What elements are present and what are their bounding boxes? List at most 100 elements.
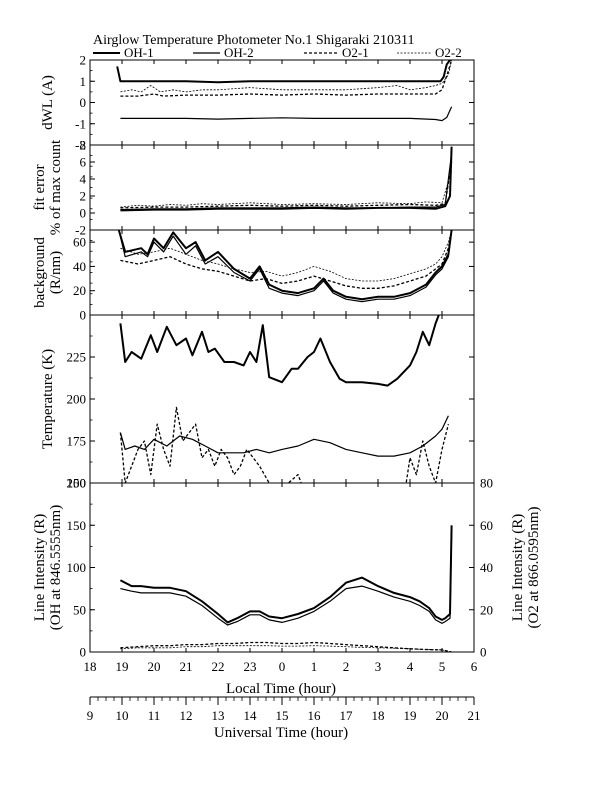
local-tick-label-23: 23 <box>244 659 257 674</box>
local-tick-label-3: 3 <box>375 659 382 674</box>
legend: OH-1 OH-2 O2-1 O2-2 <box>93 45 462 60</box>
y2-tick-label-20: 20 <box>480 602 493 617</box>
panel-frame <box>89 314 475 484</box>
series-o2-2 <box>120 170 452 208</box>
local-tick-label-0: 0 <box>279 659 286 674</box>
y-axis-title-line: background <box>32 237 48 308</box>
series-oh-1 <box>117 230 453 301</box>
y-tick-label-2: -2 <box>75 138 86 153</box>
y-tick-label-2: 2 <box>80 189 87 204</box>
series-group <box>117 230 453 303</box>
universal-tick-label-14: 14 <box>244 708 258 723</box>
y-tick-label-0: 0 <box>80 95 87 110</box>
y-tick-label-225: 225 <box>67 350 87 365</box>
y-tick-label-2: 2 <box>80 53 87 68</box>
panel-3: 60 40 20 0 background(R/nm) <box>32 229 475 323</box>
legend-label-oh-1: OH-1 <box>124 45 154 60</box>
y-axis-title: Temperature (K) <box>40 349 56 449</box>
series-group <box>119 315 450 483</box>
series-oh-2 <box>120 153 453 211</box>
y-axis-title: Line Intensity (R)(OH at 846.5555nm) <box>32 505 64 630</box>
panel-frame <box>89 229 475 316</box>
universal-tick-label-11: 11 <box>148 708 161 723</box>
y-axis-title: dWL (A) <box>40 75 56 130</box>
y-axis-title-line: fit error <box>32 164 48 210</box>
local-time-axis-title: Local Time (hour) <box>226 681 336 697</box>
y-tick-label-1: 1 <box>80 74 87 89</box>
universal-tick-label-18: 18 <box>372 708 385 723</box>
y-tick-label-0: 0 <box>80 645 87 660</box>
y2-tick-label-60: 60 <box>480 518 493 533</box>
y2-tick-label-40: 40 <box>480 560 493 575</box>
legend-label-o2-2: O2-2 <box>435 45 462 60</box>
panel-frame <box>89 144 475 231</box>
title-layer: Airglow Temperature Photometer No.1 Shig… <box>93 33 414 48</box>
y-axis-title-line: dWL (A) <box>40 75 56 130</box>
local-tick-label-6: 6 <box>471 659 478 674</box>
y-tick-label-50: 50 <box>73 602 86 617</box>
y-tick-label-100: 100 <box>67 560 87 575</box>
y-axis-title-line: (OH at 846.5555nm) <box>48 505 64 630</box>
y2-axis-title: Line Intensity (R)(O2 at 866.0595nm) <box>510 506 542 628</box>
universal-tick-label-21: 21 <box>468 708 481 723</box>
local-tick-label-18: 18 <box>84 659 97 674</box>
y-tick-label-150: 150 <box>67 476 87 491</box>
series-o2-1 <box>120 641 452 652</box>
local-tick-label-19: 19 <box>116 659 129 674</box>
panel-1: 2 1 0 -1 -2 dWL (A) <box>40 53 475 153</box>
y-axis-title-line: Line Intensity (R) <box>32 514 48 621</box>
series-oh-1 <box>116 60 452 84</box>
y-axis-title: background(R/nm) <box>32 237 64 308</box>
y-tick-label-0: 0 <box>80 206 87 221</box>
series-o2-1 <box>119 406 450 483</box>
universal-tick-label-13: 13 <box>212 708 225 723</box>
y-tick-label-20: 20 <box>73 283 86 298</box>
local-tick-label-22: 22 <box>212 659 225 674</box>
local-tick-label-2: 2 <box>343 659 350 674</box>
universal-tick-label-17: 17 <box>340 708 354 723</box>
series-oh-2 <box>120 533 453 626</box>
y-tick-label-4: 4 <box>80 172 87 187</box>
series-o2-1 <box>120 230 453 289</box>
y-axis-title-line: Temperature (K) <box>40 349 56 449</box>
universal-tick-label-15: 15 <box>276 708 289 723</box>
universal-tick-label-16: 16 <box>308 708 322 723</box>
local-tick-label-1: 1 <box>311 659 318 674</box>
panel-frame <box>89 482 475 653</box>
y-tick-label-1: -1 <box>75 116 86 131</box>
y-tick-label-200: 200 <box>67 392 87 407</box>
series-oh-1 <box>119 315 440 387</box>
series-oh-2 <box>120 106 453 122</box>
legend-label-o2-1: O2-1 <box>342 45 369 60</box>
universal-tick-label-12: 12 <box>180 708 193 723</box>
y-axis-title: fit error% of max count <box>32 139 64 235</box>
universal-tick-label-19: 19 <box>404 708 417 723</box>
y2-axis-title-line: Line Intensity (R) <box>510 514 526 621</box>
chart-title: Airglow Temperature Photometer No.1 Shig… <box>93 33 414 48</box>
panel-frame <box>89 59 475 146</box>
y-tick-label-0: 0 <box>80 308 87 323</box>
y2-tick-label-0: 0 <box>480 645 487 660</box>
series-group <box>119 525 453 652</box>
local-tick-label-21: 21 <box>180 659 193 674</box>
y2-tick-label-80: 80 <box>480 476 493 491</box>
series-group <box>120 146 453 212</box>
series-o2-2 <box>120 230 452 282</box>
y-tick-label-60: 60 <box>73 235 86 250</box>
series-oh-1 <box>119 525 453 624</box>
universal-tick-label-9: 9 <box>87 708 94 723</box>
y-tick-label-175: 175 <box>67 434 87 449</box>
local-tick-label-5: 5 <box>439 659 446 674</box>
y-axis-title-line: (R/nm) <box>48 251 64 294</box>
y2-axis-title-line: (O2 at 866.0595nm) <box>526 506 542 628</box>
legend-label-oh-2: OH-2 <box>224 45 254 60</box>
y-tick-label-40: 40 <box>73 259 86 274</box>
universal-time-axis-title: Universal Time (hour) <box>214 725 348 741</box>
y-tick-label-6: 6 <box>80 155 87 170</box>
universal-tick-label-20: 20 <box>436 708 449 723</box>
y-tick-label-2: -2 <box>75 223 86 238</box>
universal-tick-label-10: 10 <box>116 708 129 723</box>
series-group <box>116 60 453 122</box>
